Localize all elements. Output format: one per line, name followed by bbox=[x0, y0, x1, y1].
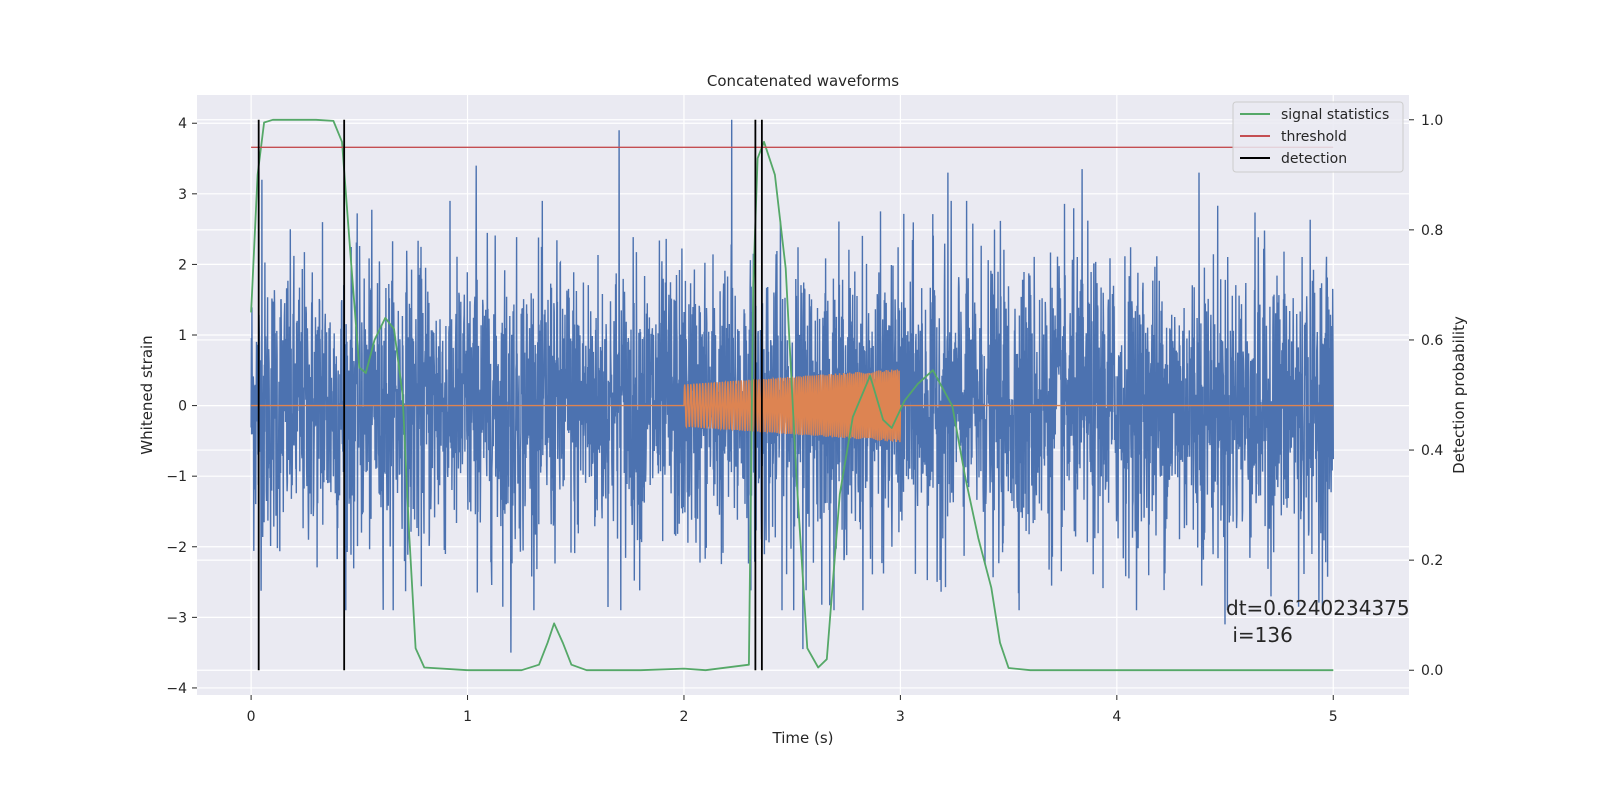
y-right-tick-label: 0.6 bbox=[1421, 333, 1443, 349]
ticks-layer: 0 1 2 3 4 5 −4 −3 −2 −1 0 1 2 3 4 0.0 0.2 0.4 0.6 0.8 1.0 bbox=[166, 113, 1443, 725]
x-axis-label: Time (s) bbox=[772, 729, 834, 747]
y-tick-label: −1 bbox=[166, 469, 187, 485]
series-strain bbox=[250, 119, 1334, 653]
y-right-tick-label: 0.8 bbox=[1421, 223, 1443, 239]
legend-threshold-label: threshold bbox=[1281, 129, 1347, 145]
y-tick-label: −4 bbox=[166, 681, 187, 697]
y-right-axis-label: Detection probability bbox=[1450, 316, 1468, 474]
y-tick-label: 0 bbox=[178, 399, 187, 415]
annotation-dt: dt=0.6240234375 bbox=[1226, 596, 1410, 620]
x-tick-label: 1 bbox=[463, 709, 472, 725]
y-right-tick-label: 0.2 bbox=[1421, 553, 1443, 569]
legend-signal-statistics-label: signal statistics bbox=[1281, 107, 1389, 123]
annotation: dt=0.6240234375 i=136 bbox=[1226, 596, 1410, 647]
y-tick-label: 4 bbox=[178, 116, 187, 132]
x-tick-label: 5 bbox=[1329, 709, 1338, 725]
annotation-i: i=136 bbox=[1226, 623, 1293, 647]
y-tick-label: 3 bbox=[178, 187, 187, 203]
series-signal-statistics bbox=[250, 118, 1334, 672]
chart-title: Concatenated waveforms bbox=[707, 72, 899, 90]
series-chirp bbox=[251, 369, 1334, 443]
legend-box bbox=[1232, 101, 1404, 173]
series-layer bbox=[250, 118, 1334, 672]
x-tick-label: 0 bbox=[247, 709, 256, 725]
y-right-tick-label: 0.4 bbox=[1421, 443, 1443, 459]
x-tick-label: 3 bbox=[896, 709, 905, 725]
legend-detection-label: detection bbox=[1281, 151, 1347, 167]
y-tick-label: 2 bbox=[178, 257, 187, 273]
y-axis-label: Whitened strain bbox=[138, 335, 156, 454]
y-tick-label: 1 bbox=[178, 328, 187, 344]
x-tick-label: 4 bbox=[1112, 709, 1121, 725]
y-tick-label: −3 bbox=[166, 610, 187, 626]
legend: signal statistics threshold detection bbox=[1232, 101, 1404, 173]
y-tick-label: −2 bbox=[166, 540, 187, 556]
y-right-tick-label: 1.0 bbox=[1421, 113, 1443, 129]
x-tick-label: 2 bbox=[680, 709, 689, 725]
y-right-tick-label: 0.0 bbox=[1421, 663, 1443, 679]
